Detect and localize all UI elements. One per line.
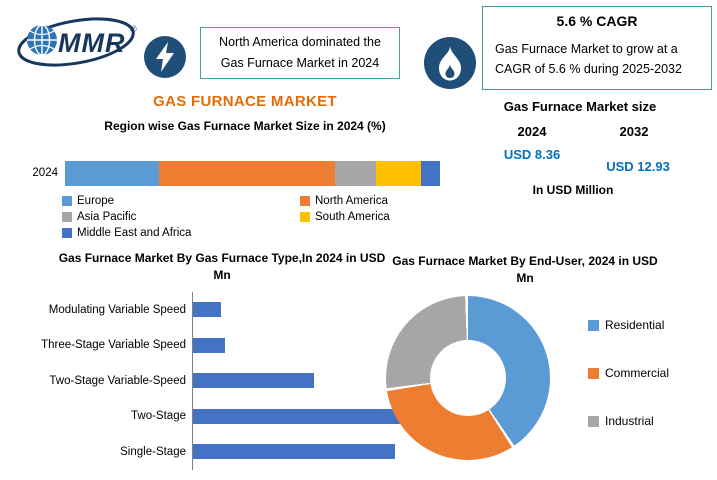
region-segment-europe — [65, 161, 159, 186]
bar-category-label: Two-Stage Variable-Speed — [49, 374, 186, 387]
cagr-title: 5.6 % CAGR — [556, 13, 638, 29]
bar-row: Single-Stage — [20, 434, 420, 470]
legend-swatch — [300, 212, 310, 222]
region-bar-category-label: 2024 — [32, 167, 58, 179]
legend-label: Residential — [605, 318, 665, 332]
registered-mark: ® — [130, 24, 137, 34]
bar-category-label: Modulating Variable Speed — [48, 303, 186, 316]
region-legend: Europe North America Asia Pacific South Ame… — [62, 195, 390, 239]
legend-item: North America — [300, 195, 390, 207]
bar-category-label: Single-Stage — [120, 445, 186, 458]
legend-label: Middle East and Africa — [77, 227, 192, 239]
market-size-unit-note: In USD Million — [532, 183, 614, 197]
region-segment-middle-east-and-africa — [421, 161, 440, 186]
bar-row: Two-Stage — [20, 398, 420, 434]
bar-category-label: Three-Stage Variable Speed — [41, 339, 186, 352]
lightning-icon — [144, 36, 186, 78]
enduser-legend: Residential Commercial Industrial — [588, 318, 669, 428]
region-segment-south-america — [376, 161, 422, 186]
legend-swatch — [62, 228, 72, 238]
region-stacked-bar — [65, 161, 440, 186]
legend-label: Commercial — [605, 366, 670, 380]
bar — [193, 337, 225, 353]
bar-track — [192, 327, 420, 363]
bar-row: Two-Stage Variable-Speed — [20, 363, 420, 399]
dominance-callout: North America dominated the Gas Furnace … — [200, 27, 400, 79]
legend-item: Industrial — [588, 414, 669, 428]
region-segment-asia-pacific — [335, 161, 377, 186]
flame-icon — [424, 37, 476, 89]
bar — [193, 444, 396, 460]
market-size-value-start: USD 8.36 — [503, 147, 561, 162]
bar — [193, 302, 222, 318]
bar-track — [192, 292, 420, 328]
bar-row: Modulating Variable Speed — [20, 292, 420, 328]
legend-swatch — [300, 196, 310, 206]
logo-text: MMR — [58, 28, 126, 58]
legend-item: Asia Pacific — [62, 211, 300, 223]
bar-row: Three-Stage Variable Speed — [20, 327, 420, 363]
enduser-chart-title: Gas Furnace Market By End-User, 2024 in … — [392, 254, 658, 286]
enduser-donut — [386, 296, 550, 460]
legend-label: South America — [315, 211, 390, 223]
bar-track — [192, 434, 420, 470]
dominance-callout-text: North America dominated the Gas Furnace … — [219, 35, 381, 70]
legend-item: Residential — [588, 318, 669, 332]
region-chart-title: Region wise Gas Furnace Market Size in 2… — [104, 119, 386, 133]
legend-swatch — [588, 415, 599, 427]
legend-label: Industrial — [605, 414, 654, 428]
legend-item: Middle East and Africa — [62, 227, 300, 239]
bar-track — [192, 398, 420, 434]
legend-label: Asia Pacific — [77, 211, 137, 223]
market-size-value-end: USD 12.93 — [606, 159, 670, 174]
cagr-text: Gas Furnace Market to grow at a CAGR of … — [495, 42, 682, 76]
type-chart-title: Gas Furnace Market By Gas Furnace Type,I… — [58, 251, 386, 283]
region-segment-north-america — [158, 161, 335, 186]
bar — [193, 408, 410, 424]
donut-hole — [430, 340, 506, 416]
legend-swatch — [62, 212, 72, 222]
legend-swatch — [62, 196, 72, 206]
legend-item: Europe — [62, 195, 300, 207]
main-title: GAS FURNACE MARKET — [153, 93, 337, 110]
bar — [193, 373, 314, 389]
legend-swatch — [588, 367, 599, 379]
cagr-callout: 5.6 % CAGR Gas Furnace Market to grow at… — [482, 6, 712, 90]
legend-label: North America — [315, 195, 388, 207]
legend-swatch — [588, 319, 599, 331]
mmr-logo: MMR ® — [14, 12, 140, 74]
legend-item: Commercial — [588, 366, 669, 380]
logo-globe-icon — [17, 17, 135, 67]
bar-track — [192, 363, 420, 399]
type-bar-rows: Modulating Variable Speed Three-Stage Var… — [20, 292, 420, 470]
bar-category-label: Two-Stage — [131, 410, 186, 423]
market-size-title: Gas Furnace Market size — [503, 99, 657, 114]
legend-label: Europe — [77, 195, 115, 207]
market-size-year-start: 2024 — [517, 124, 547, 139]
market-size-year-end: 2032 — [619, 124, 649, 139]
legend-item: South America — [300, 211, 390, 223]
